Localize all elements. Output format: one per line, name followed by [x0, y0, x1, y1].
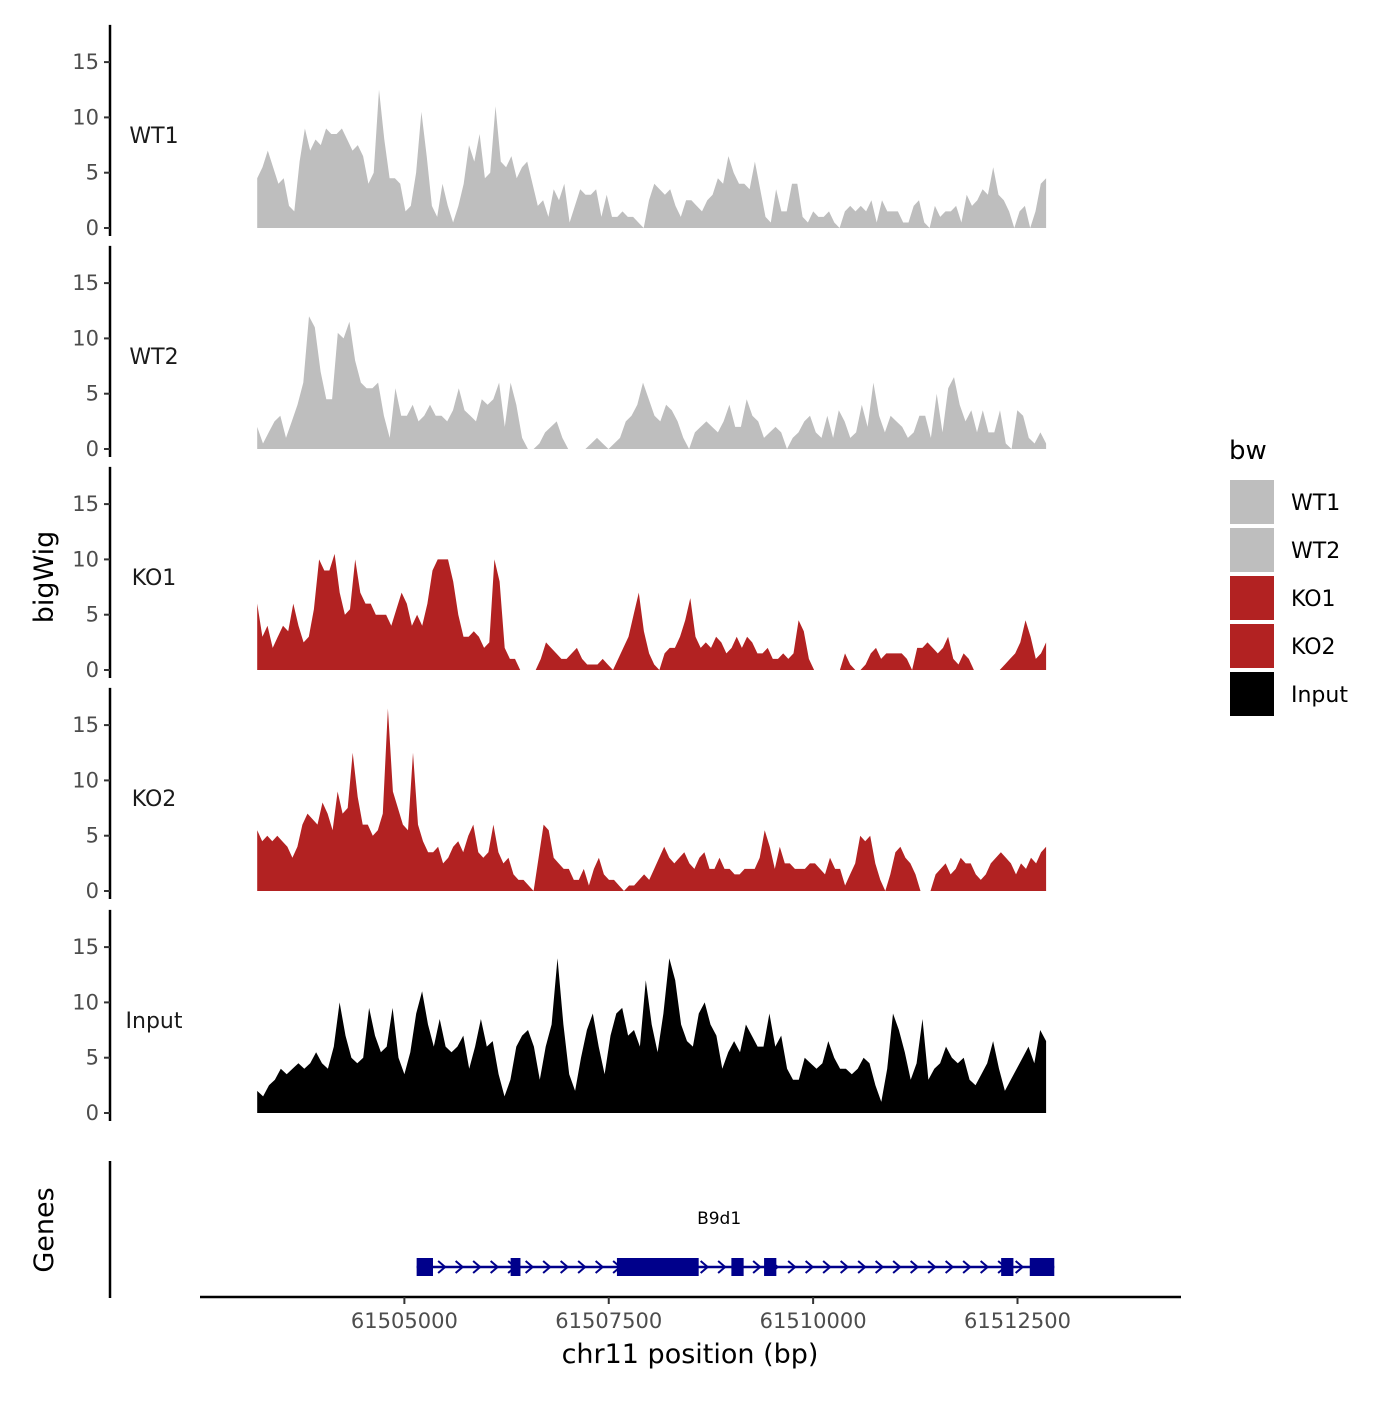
- x-axis-title: chr11 position (bp): [562, 1339, 819, 1370]
- strand-arrow: [454, 1260, 465, 1274]
- strand-arrow: [699, 1260, 710, 1274]
- track-label: Input: [126, 1009, 183, 1034]
- legend-title: bw: [1229, 436, 1267, 466]
- y-tick-label: 10: [72, 326, 99, 350]
- strand-arrow: [944, 1260, 955, 1274]
- strand-arrow: [962, 1260, 972, 1274]
- y-tick-label: 5: [86, 382, 99, 406]
- strand-arrow: [927, 1260, 937, 1274]
- gene-exon: [616, 1258, 699, 1276]
- strand-arrow: [559, 1260, 570, 1274]
- strand-arrow: [822, 1260, 832, 1274]
- legend-label: WT1: [1291, 491, 1340, 516]
- strand-arrow: [577, 1260, 587, 1274]
- legend-swatch: [1230, 672, 1274, 716]
- gene-exon: [1029, 1258, 1055, 1276]
- strand-arrow: [787, 1260, 797, 1274]
- x-tick-label: 61512500: [964, 1309, 1071, 1333]
- strand-arrow: [839, 1260, 850, 1274]
- gene-label: B9d1: [697, 1209, 741, 1229]
- strand-arrow: [892, 1260, 902, 1274]
- legend-label: WT2: [1291, 539, 1340, 564]
- track-label: WT1: [129, 124, 178, 149]
- y-tick-label: 10: [72, 768, 99, 792]
- x-tick-label: 61510000: [760, 1309, 867, 1333]
- coverage-area-input: [257, 958, 1047, 1113]
- y-tick-label: 15: [72, 271, 99, 295]
- legend: bw WT1 WT2 KO1 KO2 Input: [1229, 436, 1348, 716]
- strand-arrow: [874, 1260, 885, 1274]
- legend-label: Input: [1291, 683, 1348, 708]
- gene-track-title: Genes: [29, 1187, 60, 1272]
- legend-swatch: [1230, 624, 1274, 668]
- gene-exon: [731, 1258, 744, 1276]
- x-tick-label: 61505000: [351, 1309, 458, 1333]
- coverage-area-wt1: [257, 89, 1047, 228]
- y-tick-label: 5: [86, 603, 99, 627]
- strand-arrow: [752, 1260, 762, 1274]
- strand-arrow: [909, 1260, 920, 1274]
- y-tick-label: 15: [72, 50, 99, 74]
- y-tick-label: 0: [86, 658, 99, 682]
- legend-label: KO1: [1291, 587, 1336, 612]
- coverage-area-ko2: [257, 708, 1047, 891]
- track-ko2: 0 5 10 15 KO2: [72, 687, 1047, 903]
- strand-arrow: [542, 1260, 552, 1274]
- legend-entry-ko1: KO1: [1230, 576, 1336, 620]
- legend-entry-ko2: KO2: [1230, 624, 1336, 668]
- legend-entry-wt1: WT1: [1230, 480, 1340, 524]
- legend-swatch: [1230, 528, 1274, 572]
- y-tick-label: 0: [86, 216, 99, 240]
- gene-exon: [416, 1258, 433, 1276]
- y-tick-label: 5: [86, 1046, 99, 1070]
- gene-exon: [1001, 1258, 1014, 1276]
- y-tick-label: 15: [72, 492, 99, 516]
- track-input: 0 5 10 15 Input: [72, 909, 1047, 1125]
- y-tick-label: 15: [72, 713, 99, 737]
- x-tick-label: 61507500: [555, 1309, 662, 1333]
- y-tick-label: 10: [72, 547, 99, 571]
- y-tick-label: 10: [72, 990, 99, 1014]
- coverage-area-wt2: [257, 316, 1047, 449]
- strand-arrow: [717, 1260, 727, 1274]
- strand-arrow: [489, 1260, 500, 1274]
- gene-exon: [764, 1258, 777, 1276]
- strand-arrow: [524, 1260, 535, 1274]
- y-tick-label: 0: [86, 1101, 99, 1125]
- legend-entry-wt2: WT2: [1230, 528, 1340, 572]
- strand-arrow: [437, 1260, 447, 1274]
- coverage-area-ko1: [257, 553, 1047, 670]
- y-tick-label: 5: [86, 824, 99, 848]
- strand-arrow: [594, 1260, 605, 1274]
- strand-arrow: [979, 1260, 990, 1274]
- legend-swatch: [1230, 576, 1274, 620]
- track-ko1: 0 5 10 15 KO1: [72, 466, 1047, 682]
- y-tick-label: 10: [72, 105, 99, 129]
- track-label: WT2: [129, 345, 178, 370]
- y-axis-title: bigWig: [29, 531, 60, 624]
- gene-track: B9d1: [108, 1161, 1055, 1298]
- legend-label: KO2: [1291, 635, 1336, 660]
- y-tick-label: 5: [86, 161, 99, 185]
- y-tick-label: 0: [86, 437, 99, 461]
- y-tick-label: 0: [86, 879, 99, 903]
- strand-arrow: [857, 1260, 867, 1274]
- track-label: KO2: [132, 787, 177, 812]
- strand-arrow: [804, 1260, 815, 1274]
- strand-arrow: [1014, 1260, 1025, 1274]
- gene-exon: [510, 1258, 521, 1276]
- x-axis: 61505000 61507500 61510000 61512500: [200, 1295, 1181, 1333]
- legend-entry-input: Input: [1230, 672, 1348, 716]
- legend-swatch: [1230, 480, 1274, 524]
- track-wt2: 0 5 10 15 WT2: [72, 245, 1047, 461]
- y-tick-label: 15: [72, 935, 99, 959]
- track-label: KO1: [132, 566, 177, 591]
- coverage-tracks: 0 5 10 15 WT1 0 5 10 15 WT2 0 5 10 15 KO1 0 5 10 15 KO2 0 5 10…: [72, 24, 1047, 1125]
- track-wt1: 0 5 10 15 WT1: [72, 24, 1047, 240]
- strand-arrow: [472, 1260, 482, 1274]
